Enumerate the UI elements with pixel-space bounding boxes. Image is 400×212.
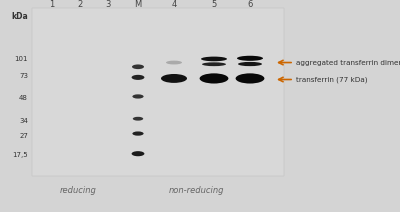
Ellipse shape: [166, 61, 182, 64]
Text: 5: 5: [211, 0, 217, 9]
Text: 27: 27: [19, 133, 28, 139]
Ellipse shape: [200, 73, 228, 84]
Text: reducing: reducing: [60, 186, 96, 195]
Text: non-reducing: non-reducing: [168, 186, 224, 195]
Text: M: M: [134, 0, 142, 9]
Text: aggregated transferrin dimer: aggregated transferrin dimer: [296, 60, 400, 66]
Ellipse shape: [133, 117, 143, 121]
Ellipse shape: [132, 75, 144, 80]
Ellipse shape: [202, 62, 226, 66]
Text: kDa: kDa: [11, 13, 28, 21]
Ellipse shape: [132, 94, 144, 99]
Ellipse shape: [132, 151, 144, 156]
Text: 101: 101: [14, 56, 28, 62]
FancyBboxPatch shape: [32, 8, 284, 176]
Ellipse shape: [161, 74, 187, 83]
Ellipse shape: [237, 56, 263, 61]
Text: transferrin (77 kDa): transferrin (77 kDa): [296, 76, 368, 83]
Ellipse shape: [132, 64, 144, 69]
Ellipse shape: [238, 62, 262, 66]
Text: 34: 34: [19, 118, 28, 124]
Ellipse shape: [236, 73, 264, 84]
Text: 6: 6: [247, 0, 253, 9]
Text: 73: 73: [19, 73, 28, 79]
Ellipse shape: [201, 57, 227, 61]
Text: 48: 48: [19, 95, 28, 100]
Ellipse shape: [132, 131, 144, 136]
Text: 17,5: 17,5: [12, 152, 28, 158]
Text: 4: 4: [171, 0, 177, 9]
Text: 2: 2: [77, 0, 83, 9]
Text: 1: 1: [49, 0, 55, 9]
Text: 3: 3: [105, 0, 111, 9]
